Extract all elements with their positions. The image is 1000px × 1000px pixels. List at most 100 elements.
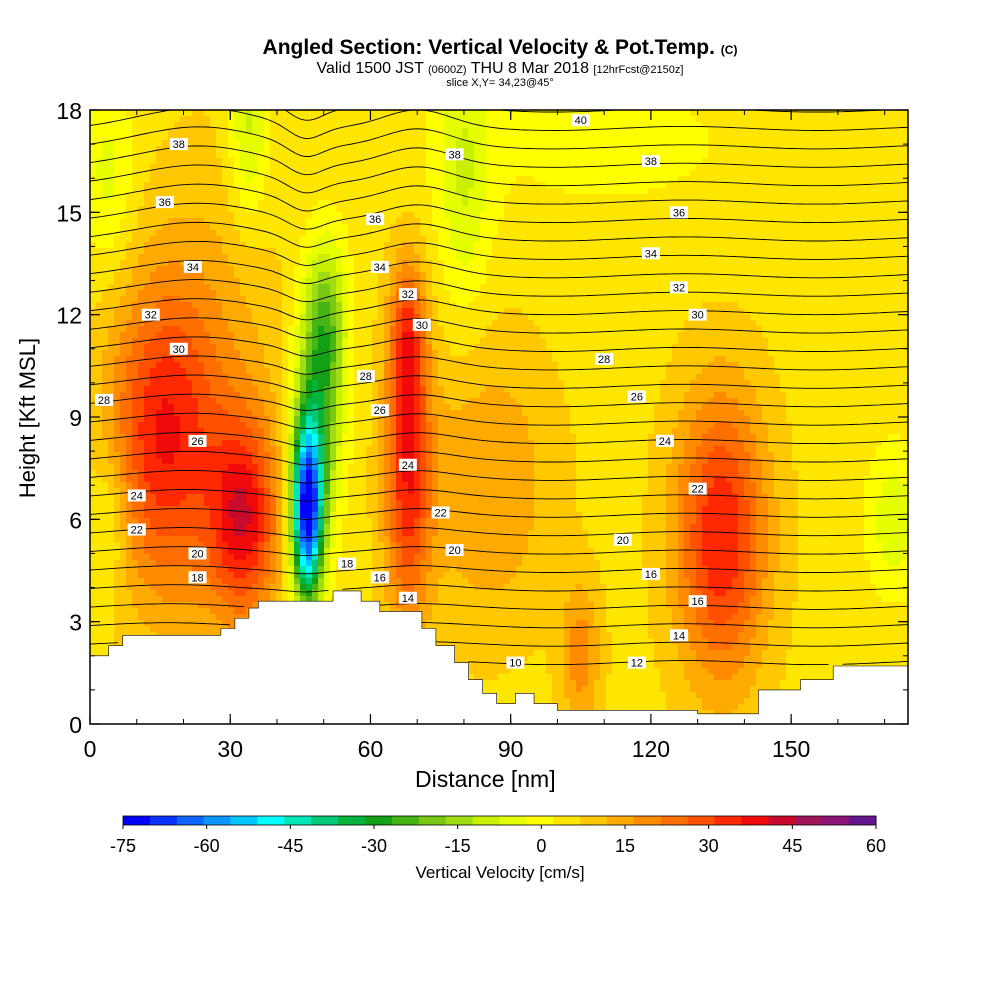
isotherm-10 (468, 660, 908, 666)
isotherm-label-text: 14 (402, 593, 414, 605)
isotherm-label: 20 (188, 547, 207, 560)
colorbar-label: Vertical Velocity [cm/s] (415, 863, 585, 882)
y-tick-label: 0 (69, 712, 82, 738)
isotherm-label: 30 (169, 342, 188, 356)
colorbar-swatch (311, 816, 339, 825)
isotherm-label-text: 28 (360, 371, 372, 383)
isotherm-label: 16 (370, 571, 389, 584)
colorbar-swatch (580, 816, 608, 825)
isotherm-label: 18 (188, 571, 207, 584)
isotherm-label-text: 28 (598, 354, 610, 366)
isotherm-37 (90, 145, 908, 176)
colorbar-swatch (418, 816, 447, 825)
isotherm-label-text: 40 (575, 115, 587, 127)
isotherm-label: 34 (183, 260, 202, 274)
isotherm-label-text: 30 (173, 344, 185, 356)
slice-info: slice X,Y= 34,23@45° (446, 77, 554, 89)
colorbar-swatch (633, 816, 662, 825)
colorbar-tick-label: -75 (110, 836, 136, 856)
isotherm-label-text: 12 (631, 658, 643, 670)
colorbar-swatch (445, 816, 474, 825)
colorbar-swatch (499, 816, 527, 825)
isotherm-12 (90, 622, 908, 629)
colorbar-swatch (526, 816, 554, 825)
terrain-mask (90, 590, 908, 724)
isotherm-label: 26 (627, 390, 646, 404)
isotherm-25 (90, 374, 908, 393)
isotherm-label-text: 38 (448, 149, 460, 161)
isotherm-label-text: 18 (191, 572, 203, 584)
colorbar-swatch (391, 816, 420, 825)
colorbar-swatch (795, 816, 823, 825)
x-tick-label: 0 (84, 736, 97, 762)
isotherm-label: 36 (669, 206, 688, 219)
isotherm-label-text: 30 (692, 310, 704, 322)
isotherm-26 (90, 355, 908, 375)
colorbar-tick-label: 60 (866, 836, 886, 856)
isotherm-label: 24 (655, 434, 674, 448)
chart-title-text: Angled Section: Vertical Velocity & Pot.… (262, 36, 715, 59)
isotherm-16 (90, 546, 908, 557)
valid-time-line: Valid 1500 JST (0600Z) THU 8 Mar 2018 [1… (0, 60, 1000, 78)
isotherm-11 (90, 641, 908, 647)
isotherm-label: 18 (338, 557, 357, 571)
x-tick-label: 60 (358, 736, 384, 762)
isotherm-20 (90, 469, 908, 484)
colorbar-swatch (257, 816, 285, 825)
isotherm-29 (90, 298, 908, 321)
isotherm-label-text: 10 (509, 658, 521, 670)
colorbar-swatch (472, 816, 500, 825)
isotherm-36 (90, 164, 908, 194)
colorbar-swatch (822, 816, 850, 825)
isotherm-label-text: 30 (416, 320, 428, 332)
colorbar-swatch (660, 816, 689, 825)
isotherm-label-text: 32 (145, 310, 157, 322)
isotherm-label: 34 (641, 247, 660, 260)
isotherm-label: 26 (188, 434, 207, 448)
isotherm-38 (90, 126, 908, 157)
valid-utc: (0600Z) (428, 64, 467, 76)
colorbar: -75 -60 -45 -30 -15 0 15 30 45 60 (110, 815, 886, 856)
isotherm-15 (90, 565, 908, 575)
isotherm-19 (90, 489, 908, 502)
isotherm-label: 24 (398, 458, 417, 472)
colorbar-swatch (284, 816, 312, 825)
isotherm-labels: 38 38 38 40 36 36 36 34 34 34 32 32 32 30 30 30 28 28 28 26… (95, 114, 707, 670)
isotherm-label-text: 24 (402, 460, 414, 472)
colorbar-tick-label: 45 (782, 836, 802, 856)
colorbar-swatch (607, 816, 635, 825)
y-tick-label: 9 (69, 405, 82, 431)
y-tick-label: 3 (69, 610, 82, 636)
chart-title: Angled Section: Vertical Velocity & Pot.… (0, 36, 1000, 60)
valid-date: THU 8 Mar 2018 (470, 60, 589, 77)
isotherm-label: 14 (398, 591, 417, 605)
isotherm-label: 40 (571, 114, 590, 127)
isotherm-label: 10 (506, 656, 525, 670)
colorbar-swatch (365, 816, 393, 825)
colorbar-swatch (123, 816, 151, 825)
colorbar-tick-label: 0 (536, 836, 546, 856)
isotherm-label-text: 32 (673, 282, 685, 294)
isotherm-label: 32 (669, 281, 688, 294)
x-tick-label: 30 (217, 736, 243, 762)
terrain (90, 590, 908, 724)
isotherm-label-text: 34 (187, 262, 199, 274)
isotherm-label-text: 22 (692, 484, 704, 496)
y-tick-label: 12 (56, 303, 82, 329)
colorbar-swatch (849, 816, 877, 825)
colorbar-tick-label: -15 (445, 836, 471, 856)
colorbar-tick-label: 30 (699, 836, 719, 856)
isotherm-label-text: 22 (434, 508, 446, 520)
colorbar-swatch (741, 816, 769, 825)
isotherm-18 (90, 508, 908, 520)
colorbar-tick-label: -45 (277, 836, 303, 856)
isotherm-34 (90, 202, 908, 230)
isotherm-label-text: 24 (659, 436, 671, 448)
isotherm-31 (90, 260, 908, 284)
isotherm-32 (90, 240, 908, 266)
forecast-info: [12hrFcst@2150z] (593, 64, 684, 76)
isotherm-label: 34 (370, 260, 389, 274)
x-tick-label: 90 (498, 736, 524, 762)
isotherm-label: 32 (141, 308, 160, 322)
colorbar-tick-label: -60 (194, 836, 220, 856)
